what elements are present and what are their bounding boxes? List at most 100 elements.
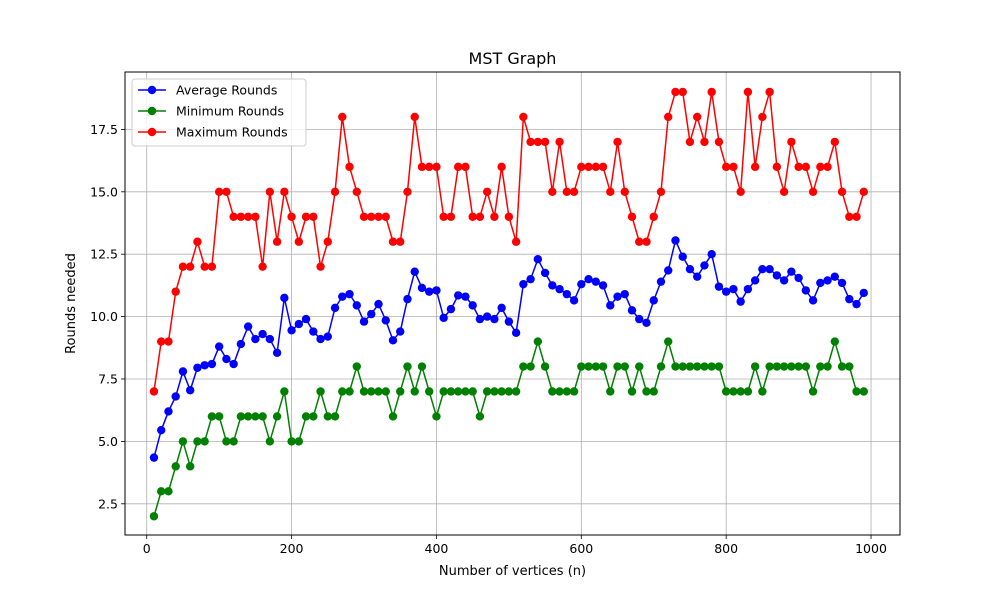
data-point-maximum-rounds [837, 187, 847, 197]
data-point-minimum-rounds [280, 387, 289, 396]
data-point-minimum-rounds [214, 412, 224, 421]
data-point-maximum-rounds [794, 162, 803, 172]
data-point-average-rounds [432, 286, 441, 295]
data-point-average-rounds [794, 273, 803, 283]
data-point-average-rounds [374, 299, 383, 309]
data-point-average-rounds [338, 292, 347, 301]
data-point-maximum-rounds [475, 212, 485, 221]
data-point-maximum-rounds [396, 237, 405, 246]
data-point-minimum-rounds [171, 462, 180, 471]
legend-swatch-marker-minimum-rounds [147, 106, 157, 116]
data-point-minimum-rounds [736, 387, 745, 396]
y-tick-label: 15.0 [90, 184, 118, 199]
data-point-average-rounds [627, 306, 637, 315]
data-point-minimum-rounds [338, 387, 347, 396]
data-point-maximum-rounds [352, 187, 361, 197]
data-point-average-rounds [381, 316, 390, 325]
data-point-minimum-rounds [591, 362, 600, 371]
data-point-maximum-rounds [359, 212, 369, 221]
data-point-minimum-rounds [555, 387, 564, 396]
data-point-maximum-rounds [446, 212, 456, 221]
data-point-minimum-rounds [425, 387, 434, 396]
data-point-maximum-rounds [540, 137, 550, 147]
data-point-average-rounds [714, 282, 724, 291]
data-point-minimum-rounds [417, 362, 427, 371]
data-point-maximum-rounds [758, 112, 767, 122]
data-point-maximum-rounds [171, 287, 180, 296]
data-point-minimum-rounds [461, 387, 470, 396]
data-point-average-rounds [620, 289, 629, 299]
data-point-minimum-rounds [157, 487, 166, 496]
data-point-average-rounds [171, 392, 180, 401]
data-point-maximum-rounds [707, 87, 716, 97]
data-point-maximum-rounds [309, 212, 318, 221]
data-point-average-rounds [721, 287, 731, 296]
y-tick-label: 5.0 [98, 434, 118, 449]
data-point-maximum-rounds [272, 237, 282, 246]
data-point-minimum-rounds [381, 387, 390, 396]
data-point-maximum-rounds [736, 187, 745, 197]
data-point-average-rounds [388, 336, 398, 345]
data-point-maximum-rounds [497, 162, 506, 172]
data-point-minimum-rounds [533, 337, 543, 346]
data-point-minimum-rounds [388, 412, 398, 421]
data-point-average-rounds [548, 281, 557, 290]
data-point-maximum-rounds [504, 212, 514, 221]
data-point-minimum-rounds [301, 412, 311, 421]
data-point-maximum-rounds [519, 112, 528, 122]
data-point-minimum-rounds [185, 462, 195, 471]
data-point-average-rounds [823, 276, 832, 285]
data-point-maximum-rounds [642, 237, 651, 246]
data-point-average-rounds [852, 299, 861, 309]
data-point-average-rounds [345, 289, 354, 299]
data-point-average-rounds [149, 453, 159, 462]
data-point-maximum-rounds [664, 112, 673, 122]
legend-swatch-marker-average-rounds [147, 85, 157, 95]
data-point-minimum-rounds [272, 412, 282, 421]
data-point-average-rounds [685, 264, 695, 274]
data-point-average-rounds [635, 314, 644, 324]
data-point-maximum-rounds [403, 187, 412, 197]
y-tick-label: 7.5 [98, 372, 118, 387]
data-point-minimum-rounds [678, 362, 687, 371]
data-point-average-rounds [453, 291, 463, 300]
data-point-minimum-rounds [664, 337, 673, 346]
data-point-minimum-rounds [490, 387, 499, 396]
data-point-minimum-rounds [656, 362, 666, 371]
data-point-maximum-rounds [591, 162, 600, 172]
data-point-minimum-rounds [222, 437, 231, 446]
data-point-average-rounds [222, 354, 231, 364]
data-point-maximum-rounds [265, 187, 275, 197]
data-point-minimum-rounds [374, 387, 383, 396]
data-point-minimum-rounds [345, 387, 354, 396]
data-point-maximum-rounds [229, 212, 238, 221]
data-point-minimum-rounds [236, 412, 246, 421]
data-point-minimum-rounds [837, 362, 847, 371]
data-point-average-rounds [519, 279, 528, 289]
data-point-average-rounds [439, 313, 448, 323]
data-point-minimum-rounds [548, 387, 557, 396]
data-point-average-rounds [664, 266, 673, 275]
data-point-maximum-rounds [461, 162, 470, 172]
data-point-maximum-rounds [845, 212, 854, 221]
data-point-minimum-rounds [323, 412, 332, 421]
data-point-minimum-rounds [251, 412, 260, 421]
data-point-minimum-rounds [519, 362, 528, 371]
data-point-maximum-rounds [222, 187, 231, 197]
data-point-minimum-rounds [707, 362, 716, 371]
y-tick-label: 2.5 [98, 496, 118, 511]
data-point-maximum-rounds [627, 212, 637, 221]
data-point-maximum-rounds [808, 187, 818, 197]
data-point-minimum-rounds [403, 362, 412, 371]
data-point-maximum-rounds [613, 137, 622, 147]
data-point-maximum-rounds [779, 187, 789, 197]
data-point-maximum-rounds [316, 262, 325, 271]
data-point-average-rounds [504, 317, 514, 326]
data-point-average-rounds [193, 363, 202, 372]
data-point-average-rounds [309, 327, 318, 336]
data-point-maximum-rounds [721, 162, 731, 172]
data-point-minimum-rounds [714, 362, 724, 371]
data-point-average-rounds [497, 303, 506, 313]
data-point-average-rounds [729, 284, 738, 294]
data-point-maximum-rounds [410, 112, 419, 122]
